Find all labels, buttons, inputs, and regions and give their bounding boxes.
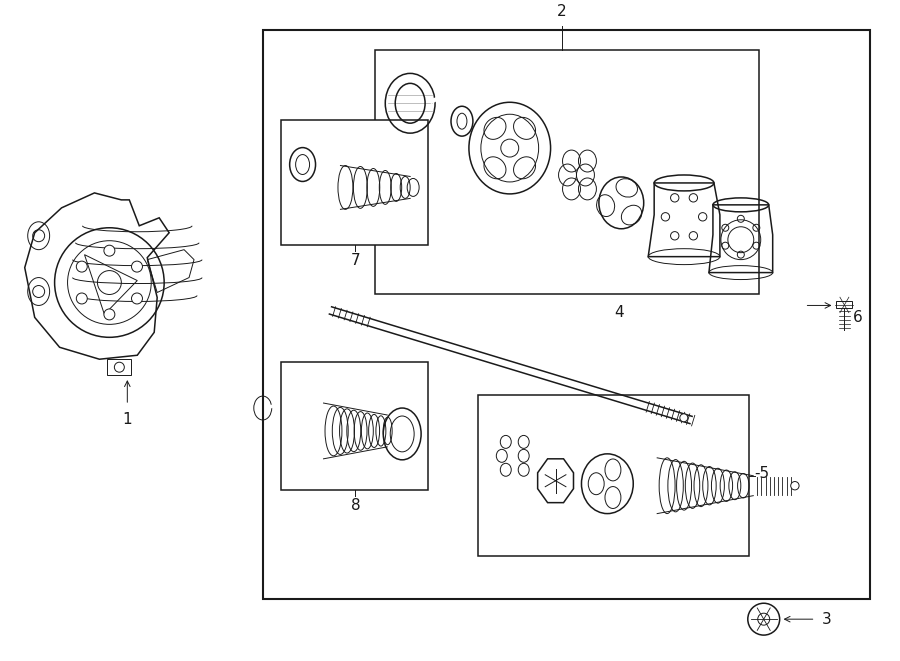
Bar	[375, 50, 759, 295]
Circle shape	[680, 414, 688, 422]
Circle shape	[76, 293, 87, 304]
Bar	[107, 359, 131, 375]
Text: -5: -5	[754, 466, 769, 481]
Bar	[281, 362, 428, 490]
Text: 3: 3	[822, 611, 832, 627]
Text: 4: 4	[615, 305, 624, 320]
Text: 2: 2	[557, 3, 566, 19]
Circle shape	[104, 245, 115, 256]
Circle shape	[131, 293, 142, 304]
Bar	[478, 395, 749, 557]
Text: 7: 7	[351, 253, 360, 268]
Bar	[281, 120, 428, 245]
Text: 6: 6	[853, 310, 863, 325]
Circle shape	[104, 309, 115, 320]
Circle shape	[131, 261, 142, 272]
Circle shape	[76, 261, 87, 272]
Circle shape	[748, 603, 779, 635]
Circle shape	[791, 481, 799, 490]
Text: 8: 8	[351, 498, 360, 513]
Text: 1: 1	[122, 412, 132, 427]
Bar	[263, 30, 870, 600]
